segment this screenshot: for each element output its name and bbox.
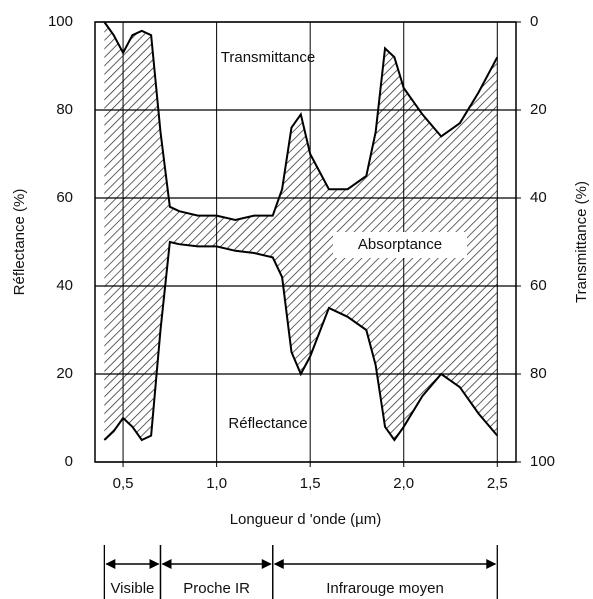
y-tick-label: 0: [65, 453, 73, 470]
y2-tick-label: 80: [530, 365, 547, 382]
arrow-head: [261, 559, 272, 569]
x-tick-label: 1,0: [206, 475, 227, 492]
series-line: [103, 240, 499, 442]
band-label: Proche IR: [183, 580, 250, 597]
arrow-head: [273, 559, 284, 569]
x-tick-label: 2,0: [393, 475, 414, 492]
annotation: Transmittance: [221, 49, 315, 66]
y2-tick-label: 20: [530, 101, 547, 118]
y2-tick-label: 100: [530, 453, 555, 470]
x-tick-label: 0,5: [113, 475, 134, 492]
arrow-head: [486, 559, 497, 569]
y-tick-label: 40: [56, 277, 73, 294]
annotation: Absorptance: [358, 236, 442, 253]
band-label: Infrarouge moyen: [326, 580, 444, 597]
y-axis-label: Réflectance (%): [11, 189, 28, 296]
y2-tick-label: 40: [530, 189, 547, 206]
y-tick-label: 60: [56, 189, 73, 206]
arrow-head: [149, 559, 160, 569]
y2-tick-label: 0: [530, 13, 538, 30]
y-tick-label: 20: [56, 365, 73, 382]
arrow-head: [105, 559, 116, 569]
absorptance-area: [104, 22, 498, 440]
x-tick-label: 2,5: [487, 475, 508, 492]
plot-frame: [94, 21, 517, 463]
band-label: Visible: [110, 580, 154, 597]
arrow-head: [161, 559, 172, 569]
annotation-bg: [333, 232, 467, 258]
annotation: Réflectance: [228, 415, 307, 432]
y-tick-label: 100: [48, 13, 73, 30]
x-axis-label: Longueur d 'onde (µm): [230, 511, 382, 528]
series-line: [103, 21, 499, 222]
x-tick-label: 1,5: [300, 475, 321, 492]
y2-tick-label: 60: [530, 277, 547, 294]
y2-axis-label: Transmittance (%): [573, 181, 590, 303]
y-tick-label: 80: [56, 101, 73, 118]
